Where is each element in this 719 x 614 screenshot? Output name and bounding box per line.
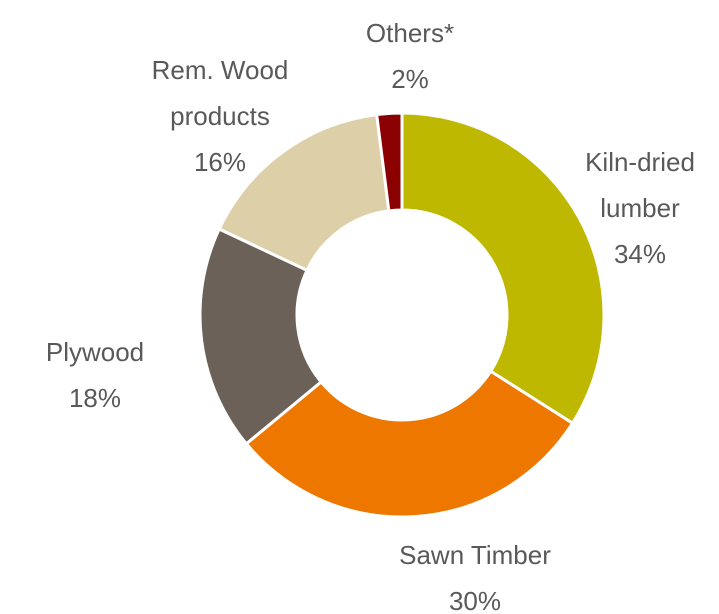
value-label: 34% [613, 239, 667, 269]
category-label: Sawn Timber [399, 540, 551, 570]
value-label: 16% [193, 147, 247, 177]
donut-slice [375, 111, 404, 213]
value-label: 30% [448, 586, 502, 614]
data-label: Rem. Wood products 16% [120, 47, 320, 185]
donut-slice [244, 369, 575, 519]
category-label: Plywood [45, 337, 145, 367]
value-label: 2% [391, 64, 429, 94]
data-label: Others* 2% [340, 10, 480, 102]
category-label: Rem. Wood products [151, 55, 289, 131]
category-label: Others* [365, 18, 455, 48]
category-label: Kiln-dried lumber [585, 147, 695, 223]
donut-slice [198, 226, 324, 446]
data-label: Sawn Timber 30% [345, 532, 605, 614]
data-label: Plywood 18% [15, 329, 175, 421]
donut-slice [400, 111, 606, 426]
data-label: Kiln-dried lumber 34% [560, 139, 719, 277]
donut-slice [217, 112, 391, 273]
value-label: 18% [68, 383, 122, 413]
